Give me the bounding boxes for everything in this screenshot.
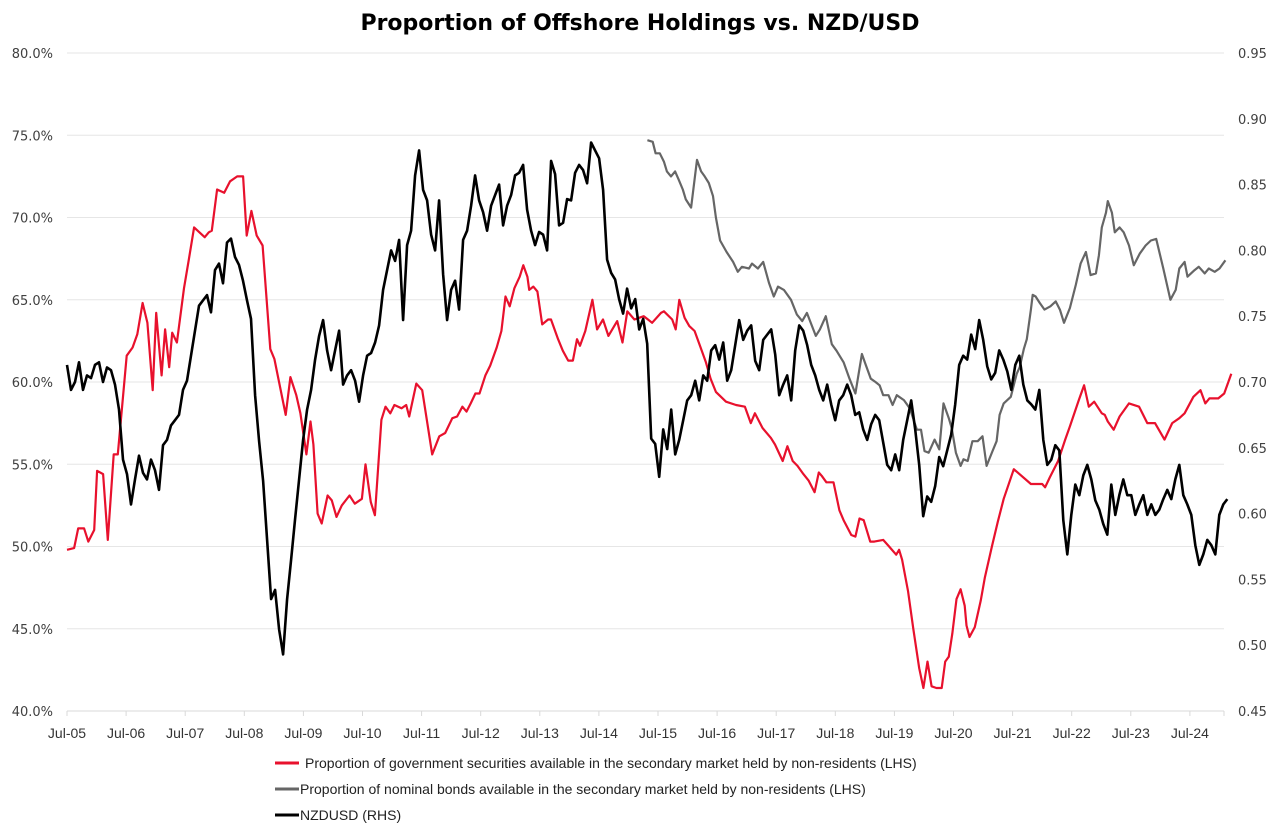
y-left-tick-label: 65.0% [12, 294, 53, 309]
x-tick-label: Jul-23 [1112, 725, 1150, 741]
legend-label: Proportion of government securities avai… [305, 755, 917, 771]
x-tick-label: Jul-16 [698, 725, 736, 741]
gridlines [67, 52, 1224, 712]
x-tick-label: Jul-18 [816, 725, 854, 741]
x-tick-label: Jul-15 [639, 725, 677, 741]
y-right-tick-label: 0.65 [1238, 442, 1267, 457]
y-left-tick-label: 75.0% [12, 129, 53, 144]
right-axis-ticks: 0.45 0.50 0.55 0.60 0.65 0.70 0.75 0.80 0.85 0.90… [1238, 47, 1267, 720]
y-left-tick-label: 80.0% [12, 47, 53, 62]
chart-title: Proportion of Offshore Holdings vs. NZD/… [360, 11, 919, 36]
x-tick-label: Jul-10 [343, 725, 381, 741]
x-tick-label: Jul-08 [225, 725, 263, 741]
y-left-tick-label: 70.0% [12, 212, 53, 227]
x-tick-label: Jul-19 [875, 725, 913, 741]
x-tick-label: Jul-09 [284, 725, 322, 741]
y-right-tick-label: 0.60 [1238, 508, 1267, 523]
series-lines [65, 139, 1233, 690]
y-right-tick-label: 0.90 [1238, 113, 1267, 128]
y-right-tick-label: 0.50 [1238, 639, 1267, 654]
x-tick-label: Jul-24 [1171, 725, 1209, 741]
y-right-tick-label: 0.75 [1238, 310, 1267, 325]
legend-label: NZDUSD (RHS) [300, 807, 401, 823]
x-tick-label: Jul-06 [107, 725, 145, 741]
left-axis-ticks: 40.0% 45.0% 50.0% 55.0% 60.0% 65.0% 70.0% 75.0%… [12, 47, 53, 720]
x-tick-label: Jul-17 [757, 725, 795, 741]
y-left-tick-label: 60.0% [12, 376, 53, 391]
x-tick-label: Jul-22 [1053, 725, 1091, 741]
legend-item-nzdusd: NZDUSD (RHS) [275, 807, 401, 823]
series-line-government-securities [66, 175, 1233, 690]
legend-item-nominal-bonds: Proportion of nominal bonds available in… [275, 781, 866, 797]
y-right-tick-label: 0.85 [1238, 179, 1267, 194]
x-tick-label: Jul-05 [48, 725, 86, 741]
x-axis: Jul-05 Jul-06 Jul-07 Jul-08 Jul-09 Jul-10 Jul-… [48, 711, 1225, 741]
x-tick-label: Jul-13 [521, 725, 559, 741]
x-tick-label: Jul-07 [166, 725, 204, 741]
y-left-tick-label: 45.0% [12, 623, 53, 638]
y-left-tick-label: 40.0% [12, 705, 53, 720]
y-right-tick-label: 0.55 [1238, 573, 1267, 588]
y-right-tick-label: 0.45 [1238, 705, 1267, 720]
x-tick-label: Jul-21 [994, 725, 1032, 741]
series-line-nzdusd [65, 141, 1229, 656]
y-right-tick-label: 0.80 [1238, 244, 1267, 259]
x-tick-label: Jul-12 [462, 725, 500, 741]
legend: Proportion of government securities avai… [275, 755, 917, 823]
y-right-tick-label: 0.95 [1238, 47, 1267, 62]
series-line-nominal-bonds [647, 139, 1227, 467]
x-tick-label: Jul-11 [403, 725, 440, 741]
y-left-tick-label: 50.0% [12, 541, 53, 556]
legend-label: Proportion of nominal bonds available in… [300, 781, 866, 797]
legend-item-government-securities: Proportion of government securities avai… [275, 755, 917, 771]
x-tick-label: Jul-20 [934, 725, 972, 741]
x-tick-label: Jul-14 [580, 725, 618, 741]
y-right-tick-label: 0.70 [1238, 376, 1267, 391]
y-left-tick-label: 55.0% [12, 458, 53, 473]
